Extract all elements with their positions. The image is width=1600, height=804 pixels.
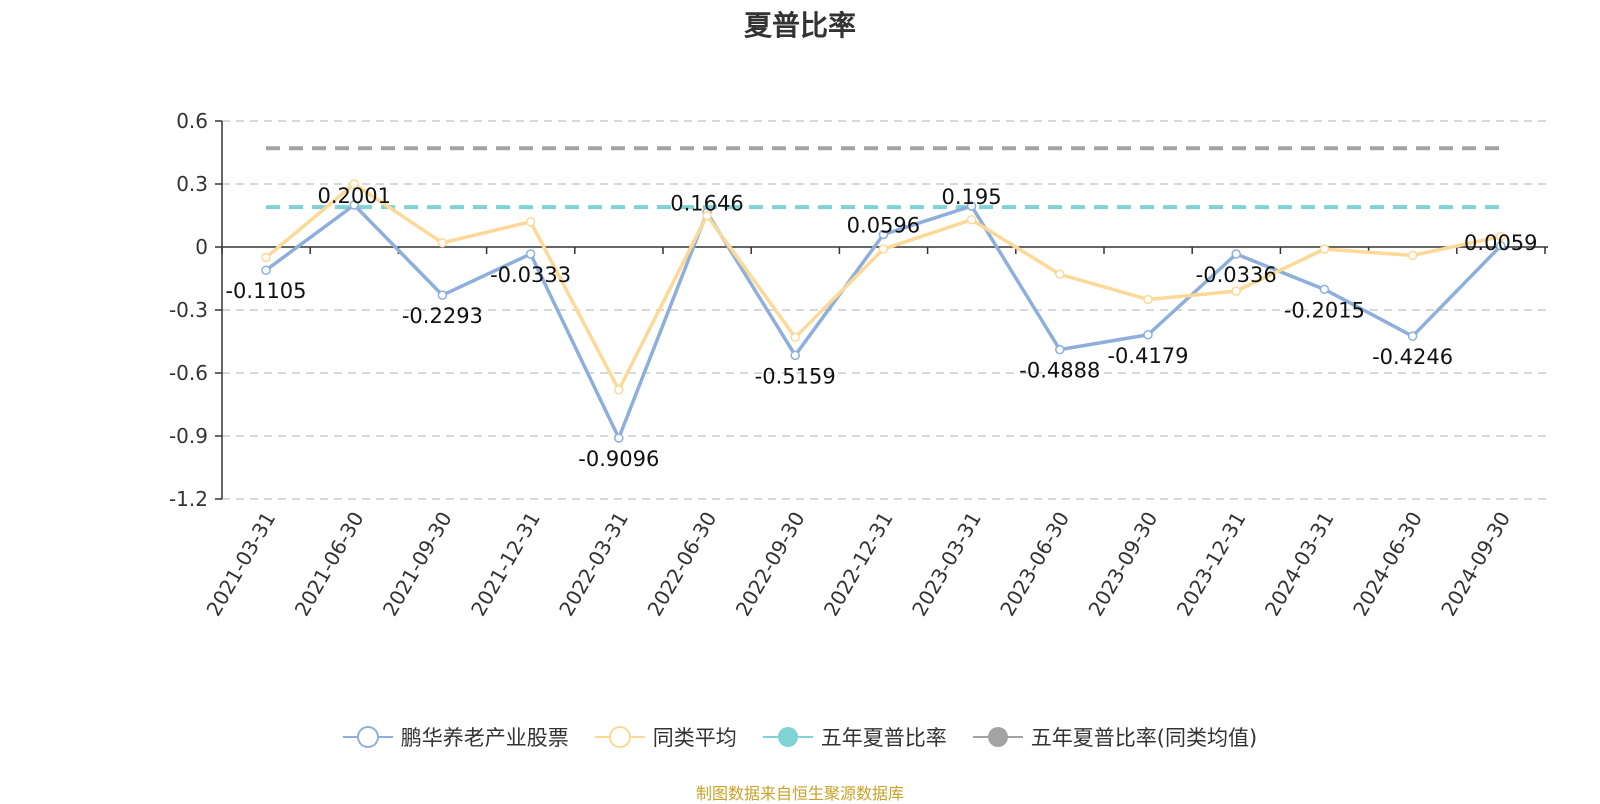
data-source-note: 制图数据来自恒生聚源数据库 [695, 784, 904, 803]
fund-data-label: 0.195 [942, 185, 1002, 209]
peer-average-series-point [1319, 244, 1330, 254]
x-tick-label: 2023-12-31 [1172, 508, 1251, 621]
peer-average-series-point [1055, 269, 1065, 280]
legend-item-fund[interactable]: 鹏华养老产业股票 [342, 722, 569, 752]
x-tick-label: 2024-09-30 [1436, 508, 1515, 621]
chart-title: 夏普比率 [743, 9, 856, 42]
x-tick-label: 2022-09-30 [731, 508, 810, 621]
peer-average-series-point [1143, 294, 1153, 305]
legend-peer-marker [594, 726, 645, 748]
peer-average-series-point [525, 217, 536, 227]
y-tick-label: -1.2 [169, 487, 208, 511]
y-tick-label: 0.6 [176, 109, 208, 133]
y-tick-label: 0 [195, 235, 208, 259]
peer-average-series-point [966, 214, 977, 225]
fund-data-label: 0.2001 [317, 184, 390, 208]
peer-average-series-point [349, 179, 359, 189]
fund-series-point [1407, 331, 1418, 341]
legend-fund-label: 鹏华养老产业股票 [400, 726, 569, 750]
fund-data-label: 0.0059 [1464, 231, 1537, 255]
peer-average-series-point [614, 385, 624, 395]
x-tick-label: 2021-03-31 [201, 508, 280, 621]
fund-data-label: -0.2015 [1284, 298, 1365, 322]
fund-series-point [1319, 284, 1330, 295]
peer-average-series-point [437, 238, 448, 248]
fund-data-label: 0.0596 [847, 213, 920, 237]
legend-five-year-peer-marker [972, 727, 1023, 747]
fund-series-point [614, 433, 624, 443]
x-tick-label: 2024-03-31 [1260, 508, 1339, 621]
fund-series-point [1231, 249, 1241, 259]
fund-data-label: -0.2293 [402, 304, 483, 328]
y-tick-label: -0.3 [169, 298, 208, 322]
fund-series-point [966, 201, 977, 211]
y-tick-label: -0.9 [169, 424, 208, 448]
fund-series-point [878, 229, 889, 240]
legend-item-five-year-peer[interactable]: 五年夏普比率(同类均值) [972, 722, 1258, 752]
series-layer [261, 179, 1506, 443]
peer-average-series-point [1407, 250, 1418, 261]
peer-average-series-point [790, 332, 800, 343]
y-tick-label: -0.6 [169, 361, 208, 385]
legend-item-five-year[interactable]: 五年夏普比率 [762, 722, 947, 752]
fund-series-point [1496, 241, 1506, 251]
fund-data-label: -0.0336 [1196, 263, 1277, 287]
fund-data-label: -0.0333 [490, 263, 571, 287]
y-tick-label: 0.3 [176, 172, 208, 196]
legend-five-year-marker [762, 727, 813, 747]
fund-series-point [790, 350, 800, 361]
legend-five-year-label: 五年夏普比率 [820, 726, 947, 750]
fund-series-point [1055, 344, 1065, 355]
x-tick-label: 2021-09-30 [378, 508, 457, 621]
fund-data-label: -0.1105 [225, 279, 306, 303]
legend-five-year-peer-label: 五年夏普比率(同类均值) [1030, 726, 1258, 750]
x-tick-label: 2022-06-30 [642, 508, 721, 621]
legend-fund-marker [342, 726, 393, 748]
data-labels: -0.1105 0.2001 -0.2293 -0.0333 -0.9096 0.1646… [225, 184, 1537, 471]
grid-layer [222, 120, 1548, 500]
peer-average-series-point [702, 210, 712, 221]
x-tick-label: 2022-03-31 [554, 508, 633, 621]
fund-data-label: -0.4888 [1019, 359, 1100, 383]
fund-series-point [1143, 330, 1153, 340]
x-tick-label: 2021-06-30 [290, 508, 369, 621]
peer-average-series-point [1496, 231, 1506, 242]
fund-data-label: -0.4246 [1372, 345, 1453, 369]
fund-series-point [261, 265, 271, 275]
x-tick-label: 2024-06-30 [1348, 508, 1427, 621]
x-tick-label: 2022-12-31 [819, 508, 898, 621]
fund-data-label: -0.5159 [755, 364, 836, 388]
fund-series-point [437, 290, 448, 300]
peer-average-series-point [261, 252, 271, 263]
x-tick-label: 2023-03-31 [907, 508, 986, 621]
fund-series-point [349, 200, 359, 210]
legend-item-peer-average[interactable]: 同类平均 [594, 722, 737, 752]
fund-data-label: -0.4179 [1107, 344, 1188, 368]
peer-average-series-point [878, 244, 889, 254]
x-tick-label: 2021-12-31 [466, 508, 545, 621]
fund-data-label: 0.1646 [670, 191, 743, 215]
legend: 鹏华养老产业股票 同类平均 五年夏普比率 五年夏普比率(同类均值) [0, 722, 1600, 752]
legend-peer-label: 同类平均 [652, 726, 737, 750]
x-tick-label: 2023-06-30 [995, 508, 1074, 621]
fund-data-label: -0.9096 [578, 447, 659, 471]
x-tick-label: 2023-09-30 [1083, 508, 1162, 621]
peer-average-series-point [1231, 286, 1241, 296]
reference-lines [266, 146, 1501, 210]
fund-series-point [525, 249, 536, 259]
